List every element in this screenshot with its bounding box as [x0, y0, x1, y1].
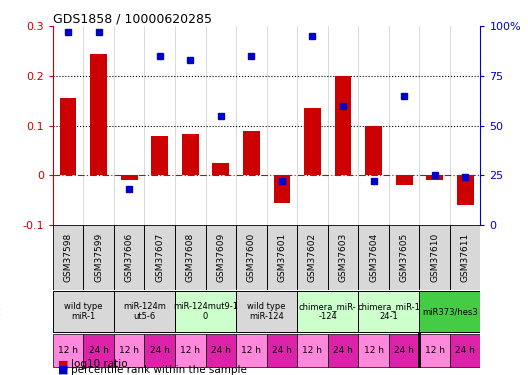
- Text: wild type
miR-1: wild type miR-1: [64, 302, 102, 321]
- Text: ■: ■: [58, 359, 69, 369]
- Bar: [53, 225, 83, 290]
- Bar: [83, 225, 114, 290]
- Text: 12 h: 12 h: [303, 346, 323, 355]
- Bar: [267, 334, 297, 367]
- Text: GSM37603: GSM37603: [338, 233, 347, 282]
- Text: miR-124mut9-1
0: miR-124mut9-1 0: [173, 302, 238, 321]
- Bar: [114, 225, 145, 290]
- Bar: [236, 291, 297, 332]
- Text: 12 h: 12 h: [180, 346, 200, 355]
- Bar: [267, 225, 297, 290]
- Bar: [419, 334, 450, 367]
- Bar: [90, 54, 107, 175]
- Text: GSM37608: GSM37608: [186, 233, 195, 282]
- Bar: [175, 291, 236, 332]
- Text: 24 h: 24 h: [455, 346, 475, 355]
- Bar: [243, 130, 260, 175]
- Bar: [419, 225, 450, 290]
- Bar: [236, 334, 267, 367]
- Bar: [236, 225, 267, 290]
- Bar: [83, 334, 114, 367]
- Bar: [175, 225, 205, 290]
- Bar: [450, 334, 480, 367]
- Text: 24 h: 24 h: [150, 346, 169, 355]
- Bar: [359, 291, 419, 332]
- Text: miR373/hes3: miR373/hes3: [422, 307, 478, 316]
- Text: percentile rank within the sample: percentile rank within the sample: [71, 365, 247, 375]
- Text: wild type
miR-124: wild type miR-124: [248, 302, 286, 321]
- Bar: [297, 291, 359, 332]
- Text: 24 h: 24 h: [394, 346, 414, 355]
- Text: 12 h: 12 h: [241, 346, 261, 355]
- Text: miR-124m
ut5-6: miR-124m ut5-6: [123, 302, 166, 321]
- Bar: [365, 126, 382, 175]
- Bar: [182, 135, 199, 175]
- Text: GSM37599: GSM37599: [94, 233, 103, 282]
- Text: 24 h: 24 h: [272, 346, 292, 355]
- Bar: [212, 163, 229, 175]
- Text: GSM37601: GSM37601: [277, 233, 286, 282]
- Bar: [328, 225, 359, 290]
- Bar: [335, 76, 352, 175]
- Text: chimera_miR-
-124: chimera_miR- -124: [299, 302, 356, 321]
- Text: 24 h: 24 h: [89, 346, 109, 355]
- Bar: [152, 136, 168, 175]
- Text: 24 h: 24 h: [211, 346, 231, 355]
- Text: GSM37611: GSM37611: [461, 233, 470, 282]
- Bar: [175, 334, 205, 367]
- Text: chimera_miR-1
24-1: chimera_miR-1 24-1: [357, 302, 420, 321]
- Text: GSM37602: GSM37602: [308, 233, 317, 282]
- Text: time: time: [0, 345, 1, 355]
- Bar: [145, 225, 175, 290]
- Text: GSM37600: GSM37600: [247, 233, 256, 282]
- Text: 12 h: 12 h: [425, 346, 445, 355]
- Bar: [60, 98, 77, 175]
- Text: 12 h: 12 h: [58, 346, 78, 355]
- Bar: [274, 175, 290, 202]
- Text: GSM37604: GSM37604: [369, 233, 378, 282]
- Bar: [121, 175, 138, 180]
- Text: GSM37598: GSM37598: [63, 233, 72, 282]
- Text: GSM37605: GSM37605: [400, 233, 409, 282]
- Text: agent: agent: [0, 306, 1, 316]
- Bar: [389, 334, 419, 367]
- Bar: [395, 175, 412, 185]
- Bar: [297, 334, 328, 367]
- Bar: [450, 225, 480, 290]
- Bar: [359, 225, 389, 290]
- Bar: [114, 291, 175, 332]
- Text: GDS1858 / 10000620285: GDS1858 / 10000620285: [53, 12, 212, 25]
- Bar: [419, 291, 480, 332]
- Bar: [205, 334, 236, 367]
- Bar: [328, 334, 359, 367]
- Bar: [304, 108, 321, 175]
- Text: GSM37609: GSM37609: [216, 233, 225, 282]
- Bar: [205, 225, 236, 290]
- Text: log10 ratio: log10 ratio: [71, 359, 128, 369]
- Bar: [53, 334, 83, 367]
- Bar: [457, 175, 474, 205]
- Text: GSM37607: GSM37607: [155, 233, 164, 282]
- Text: ■: ■: [58, 365, 69, 375]
- Bar: [145, 334, 175, 367]
- Bar: [426, 175, 443, 180]
- Bar: [389, 225, 419, 290]
- Text: GSM37610: GSM37610: [430, 233, 439, 282]
- Bar: [359, 334, 389, 367]
- Text: 12 h: 12 h: [119, 346, 139, 355]
- Text: 24 h: 24 h: [333, 346, 353, 355]
- Text: 12 h: 12 h: [364, 346, 383, 355]
- Bar: [297, 225, 328, 290]
- Bar: [53, 291, 114, 332]
- Text: GSM37606: GSM37606: [125, 233, 134, 282]
- Bar: [114, 334, 145, 367]
